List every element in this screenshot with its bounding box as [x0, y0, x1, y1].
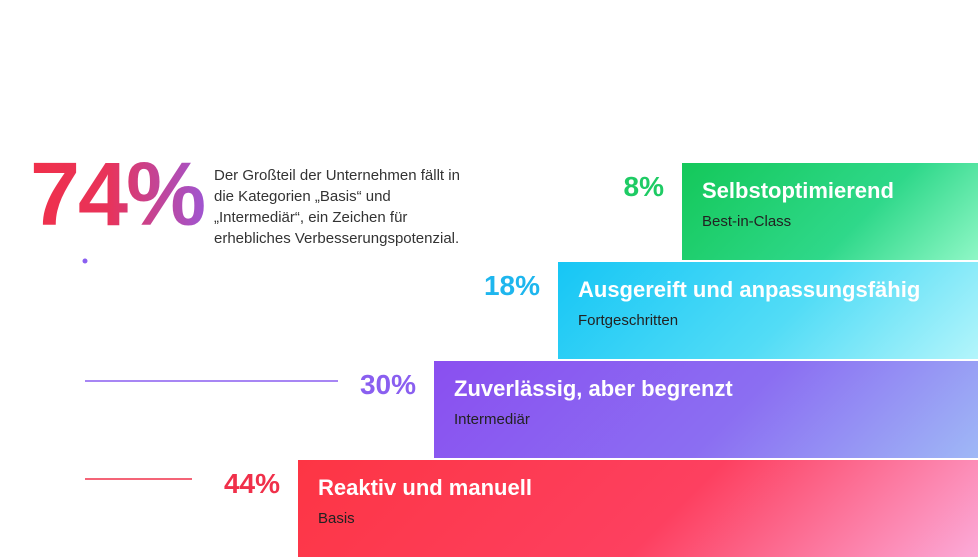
bar-level: Intermediär — [454, 411, 530, 428]
headline-value: 74% — [30, 145, 206, 245]
percent-label: 8% — [623, 171, 664, 202]
percent-label: 44% — [223, 468, 280, 499]
bar-intermediaer: Zuverlässig, aber begrenzt Intermediär — [434, 361, 978, 458]
bar-title: Zuverlässig, aber begrenzt — [454, 376, 733, 401]
headline-text: Der Großteil der Unternehmen fällt in di… — [214, 167, 460, 247]
bar-level: Fortgeschritten — [578, 312, 679, 329]
bar-title: Ausgereift und anpassungsfähig — [578, 277, 921, 302]
bar-title: Selbstoptimierend — [702, 178, 894, 203]
bar-level: Best-in-Class — [702, 213, 792, 230]
bar-basis: Reaktiv und manuell Basis — [298, 460, 978, 557]
bar-level: Basis — [318, 510, 355, 527]
bar-best-in-class: Selbstoptimierend Best-in-Class — [682, 163, 978, 260]
bar-fortgeschritten: Ausgereift und anpassungsfähig Fortgesch… — [558, 262, 978, 359]
percent-label: 30% — [359, 369, 416, 400]
bracket-dot — [82, 258, 88, 264]
percent-label: 18% — [483, 270, 540, 301]
bar-title: Reaktiv und manuell — [318, 475, 532, 500]
